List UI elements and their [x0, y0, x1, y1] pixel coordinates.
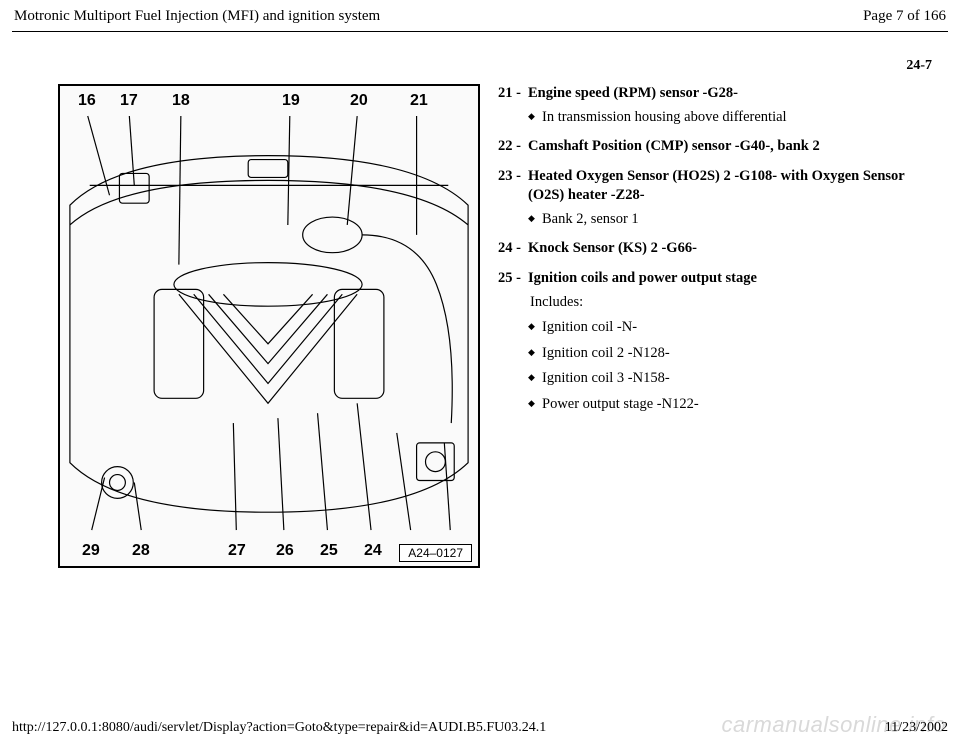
sub-list: Includes: Ignition coil -N- Ignition coil … — [498, 293, 936, 415]
footer-date: 11/23/2002 — [885, 720, 948, 736]
sub-bullet: Ignition coil 3 -N158- — [528, 369, 936, 389]
footer-url: http://127.0.0.1:8080/audi/servlet/Displ… — [12, 720, 546, 736]
list-item-title: Ignition coils and power output stage — [528, 269, 936, 289]
section-number: 24-7 — [12, 32, 948, 84]
callout-label: 16 — [78, 92, 96, 110]
callout-label: 17 — [120, 92, 138, 110]
callout-label: 24 — [364, 542, 382, 560]
sub-text: Includes: — [528, 293, 936, 313]
list-item-head: 21 -Engine speed (RPM) sensor -G28- — [498, 84, 936, 104]
callout-label: 29 — [82, 542, 100, 560]
content-row: 161718192021 2928272625242322 A24–0127 2… — [12, 84, 948, 568]
list-item: 24 -Knock Sensor (KS) 2 -G66- — [498, 239, 936, 259]
list-item-number: 21 - — [498, 84, 528, 104]
list-item-number: 24 - — [498, 239, 528, 259]
sub-list: In transmission housing above differenti… — [498, 108, 936, 128]
callout-label: 19 — [282, 92, 300, 110]
list-item-number: 23 - — [498, 167, 528, 206]
page-footer: http://127.0.0.1:8080/audi/servlet/Displ… — [12, 720, 948, 736]
list-item-title: Engine speed (RPM) sensor -G28- — [528, 84, 936, 104]
sub-bullet: Bank 2, sensor 1 — [528, 210, 936, 230]
list-item-number: 22 - — [498, 137, 528, 157]
list-item-number: 25 - — [498, 269, 528, 289]
callout-label: 25 — [320, 542, 338, 560]
list-item-head: 24 -Knock Sensor (KS) 2 -G66- — [498, 239, 936, 259]
list-item-title: Heated Oxygen Sensor (HO2S) 2 -G108- wit… — [528, 167, 936, 206]
list-item: 25 -Ignition coils and power output stag… — [498, 269, 936, 414]
figure-reference: A24–0127 — [399, 544, 472, 562]
list-item: 23 -Heated Oxygen Sensor (HO2S) 2 -G108-… — [498, 167, 936, 230]
list-item-title: Knock Sensor (KS) 2 -G66- — [528, 239, 936, 259]
sub-bullet: Ignition coil -N- — [528, 318, 936, 338]
list-item-head: 25 -Ignition coils and power output stag… — [498, 269, 936, 289]
engine-diagram-svg — [60, 86, 478, 566]
list-item: 21 -Engine speed (RPM) sensor -G28- In tr… — [498, 84, 936, 127]
doc-title: Motronic Multiport Fuel Injection (MFI) … — [14, 8, 380, 25]
callout-label: 27 — [228, 542, 246, 560]
list-item-head: 23 -Heated Oxygen Sensor (HO2S) 2 -G108-… — [498, 167, 936, 206]
list-item-head: 22 -Camshaft Position (CMP) sensor -G40-… — [498, 137, 936, 157]
sub-bullet: Ignition coil 2 -N128- — [528, 344, 936, 364]
callout-label: 18 — [172, 92, 190, 110]
page-header: Motronic Multiport Fuel Injection (MFI) … — [12, 8, 948, 29]
sub-bullet: In transmission housing above differenti… — [528, 108, 936, 128]
page-number: Page 7 of 166 — [863, 8, 946, 25]
sub-list: Bank 2, sensor 1 — [498, 210, 936, 230]
callout-label: 20 — [350, 92, 368, 110]
page-root: Motronic Multiport Fuel Injection (MFI) … — [0, 0, 960, 742]
list-item: 22 -Camshaft Position (CMP) sensor -G40-… — [498, 137, 936, 157]
callout-label: 26 — [276, 542, 294, 560]
engine-diagram: 161718192021 2928272625242322 A24–0127 — [58, 84, 480, 568]
callout-label: 21 — [410, 92, 428, 110]
sub-bullet: Power output stage -N122- — [528, 395, 936, 415]
callout-label: 28 — [132, 542, 150, 560]
component-list: 21 -Engine speed (RPM) sensor -G28- In tr… — [480, 84, 936, 568]
list-item-title: Camshaft Position (CMP) sensor -G40-, ba… — [528, 137, 936, 157]
